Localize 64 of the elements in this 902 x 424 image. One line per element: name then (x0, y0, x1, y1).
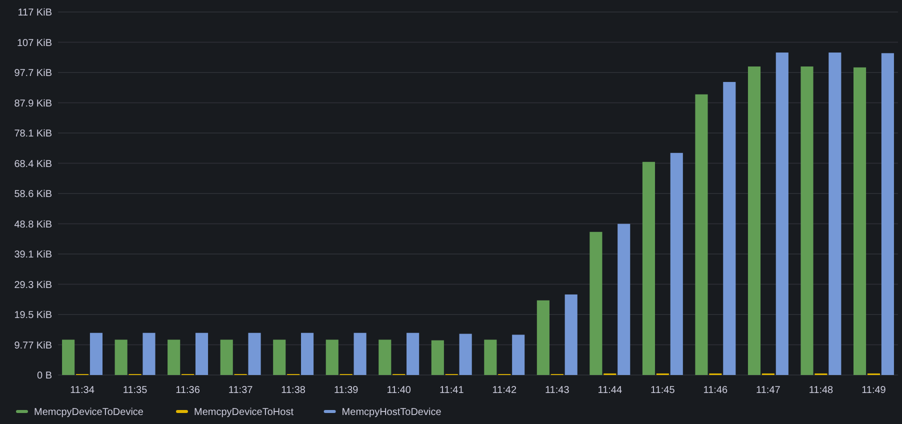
bar (618, 224, 630, 375)
bar (114, 340, 128, 375)
x-tick-label: 11:34 (70, 385, 95, 396)
y-tick-label: 58.6 KiB (14, 189, 52, 200)
bar (431, 340, 444, 375)
bar (168, 340, 180, 375)
bar (220, 340, 233, 375)
y-tick-label: 107 KiB (16, 38, 52, 49)
x-tick-label: 11:35 (122, 385, 148, 396)
bar (378, 340, 392, 375)
bar (800, 66, 814, 375)
bar (748, 66, 761, 375)
x-tick-label: 11:38 (281, 385, 306, 396)
x-tick-label: 11:47 (756, 385, 781, 396)
y-tick-label: 48.8 KiB (14, 219, 52, 230)
y-tick-label: 97.7 KiB (14, 68, 52, 79)
bar (670, 152, 683, 375)
bar (90, 332, 103, 375)
bar (459, 334, 472, 375)
bar (484, 340, 497, 375)
y-tick-label: 87.9 KiB (14, 98, 52, 110)
x-tick-label: 11:39 (334, 385, 359, 396)
y-tick-label: 39.1 KiB (14, 250, 52, 260)
bar (406, 332, 420, 375)
bar (853, 67, 866, 375)
bar (354, 332, 366, 375)
x-tick-label: 11:48 (808, 385, 834, 396)
bar (776, 52, 788, 375)
bar (642, 162, 655, 375)
bar (142, 332, 156, 375)
bar (326, 340, 338, 375)
bar (590, 232, 602, 375)
x-tick-label: 11:42 (492, 385, 517, 396)
x-tick-label: 11:46 (703, 385, 728, 396)
x-tick-label: 11:40 (386, 385, 412, 396)
legend-label: MemcpyDeviceToDevice (34, 407, 144, 418)
bar (695, 94, 708, 375)
bar (564, 294, 578, 375)
x-tick-label: 11:43 (544, 385, 570, 396)
bar (828, 52, 842, 375)
bar (881, 53, 894, 375)
y-tick-label: 68.4 KiB (14, 158, 52, 170)
bar (62, 340, 75, 375)
y-tick-label: 78.1 KiB (14, 128, 52, 140)
bar (301, 332, 314, 375)
bar (723, 82, 736, 375)
y-tick-label: 9.77 KiB (14, 340, 52, 352)
y-tick-label: 0 B (36, 370, 52, 382)
y-tick-label: 19.5 KiB (14, 310, 52, 321)
x-tick-label: 11:37 (228, 385, 254, 396)
bar (273, 340, 286, 375)
bar (536, 300, 550, 375)
y-tick-label: 117 KiB (18, 8, 52, 18)
bar (195, 332, 208, 375)
bar (512, 334, 525, 375)
x-tick-label: 11:41 (439, 385, 464, 396)
x-tick-label: 11:49 (862, 385, 886, 396)
y-tick-label: 29.3 KiB (14, 280, 52, 291)
x-tick-label: 11:45 (650, 385, 676, 396)
x-tick-label: 11:36 (176, 385, 200, 396)
legend-label: MemcpyHostToDevice (342, 407, 442, 418)
x-tick-label: 11:44 (598, 385, 622, 396)
bar (248, 332, 261, 375)
legend-label: MemcpyDeviceToHost (194, 407, 294, 418)
